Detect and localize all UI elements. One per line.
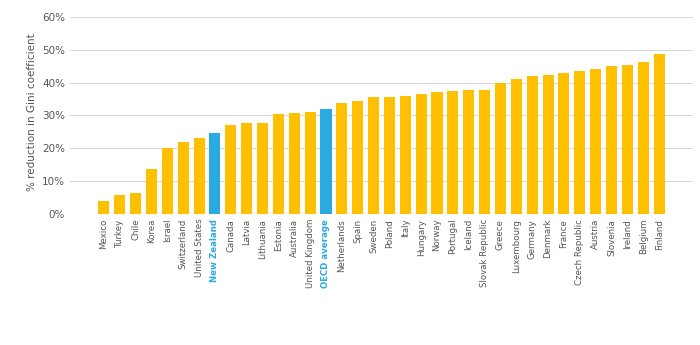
- Bar: [352, 101, 363, 214]
- Bar: [146, 169, 157, 214]
- Bar: [463, 90, 475, 214]
- Bar: [241, 122, 252, 214]
- Bar: [590, 69, 601, 214]
- Bar: [273, 115, 284, 214]
- Bar: [511, 79, 522, 214]
- Bar: [98, 201, 109, 214]
- Bar: [193, 138, 204, 214]
- Bar: [447, 91, 458, 214]
- Bar: [321, 109, 332, 214]
- Bar: [178, 142, 189, 214]
- Bar: [400, 96, 411, 214]
- Bar: [162, 148, 173, 214]
- Bar: [225, 125, 237, 214]
- Y-axis label: % reduction in Gini coefficient: % reduction in Gini coefficient: [27, 33, 36, 191]
- Bar: [257, 122, 268, 214]
- Bar: [288, 113, 300, 214]
- Bar: [431, 92, 442, 214]
- Bar: [368, 97, 379, 214]
- Bar: [130, 193, 141, 214]
- Bar: [638, 62, 649, 214]
- Bar: [495, 82, 506, 214]
- Bar: [622, 65, 633, 214]
- Bar: [654, 54, 665, 214]
- Bar: [336, 103, 347, 214]
- Bar: [526, 76, 538, 214]
- Bar: [606, 66, 617, 214]
- Bar: [542, 75, 554, 214]
- Bar: [559, 73, 570, 214]
- Bar: [574, 71, 585, 214]
- Bar: [304, 112, 316, 214]
- Bar: [479, 90, 490, 214]
- Bar: [114, 195, 125, 214]
- Bar: [209, 134, 220, 214]
- Bar: [416, 94, 427, 214]
- Bar: [384, 97, 395, 214]
